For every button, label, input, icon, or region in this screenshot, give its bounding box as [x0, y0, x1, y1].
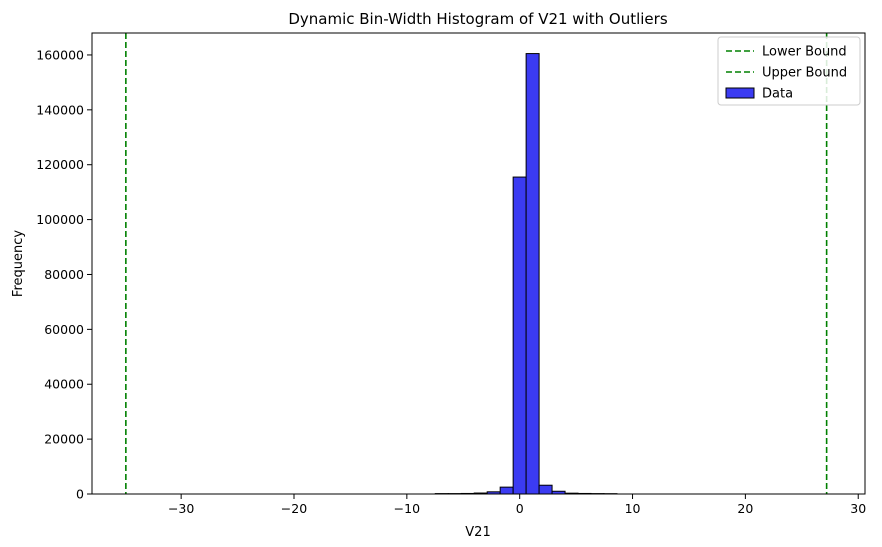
- legend-label-lower-bound: Lower Bound: [762, 45, 847, 60]
- histogram-bar-8: [538, 484, 553, 495]
- x-tick-label: 30: [850, 501, 866, 516]
- y-tick-label: 20000: [44, 432, 84, 447]
- y-tick-label: 60000: [44, 322, 84, 337]
- y-axis-label: Frequency: [11, 230, 26, 297]
- x-axis-label: V21: [465, 525, 490, 540]
- histogram-bars: [434, 53, 618, 495]
- plot-frame: [91, 32, 866, 495]
- y-tick-label: 80000: [44, 267, 84, 282]
- x-tick-label: 10: [625, 501, 641, 516]
- legend-label-upper-bound: Upper Bound: [762, 66, 847, 81]
- x-tick-label: −30: [168, 501, 194, 516]
- histogram-bar-6: [512, 176, 527, 495]
- y-tick-label: 100000: [36, 212, 84, 227]
- y-tick-label: 140000: [36, 102, 84, 117]
- histogram-bar-7: [525, 53, 540, 495]
- legend-label-data: Data: [762, 87, 793, 102]
- x-tick-label: −10: [394, 501, 420, 516]
- legend: Lower Bound Upper Bound Data: [717, 36, 861, 106]
- y-tick-label: 120000: [36, 157, 84, 172]
- x-tick-label: 20: [737, 501, 753, 516]
- legend-swatch-data: [725, 87, 755, 99]
- y-tick-label: 40000: [44, 377, 84, 392]
- chart-title: Dynamic Bin-Width Histogram of V21 with …: [288, 10, 667, 28]
- x-axis-ticks: −30 −20 −10 0 10 20 30: [168, 494, 866, 516]
- y-tick-label: 160000: [36, 47, 84, 62]
- x-tick-label: 0: [516, 501, 524, 516]
- x-tick-label: −20: [281, 501, 307, 516]
- bound-lines: [125, 33, 828, 494]
- y-axis-ticks: 0 20000 40000 60000 80000 100000 120000 140000 1…: [36, 47, 92, 502]
- y-tick-label: 0: [76, 487, 84, 502]
- histogram-bar-5: [499, 486, 514, 495]
